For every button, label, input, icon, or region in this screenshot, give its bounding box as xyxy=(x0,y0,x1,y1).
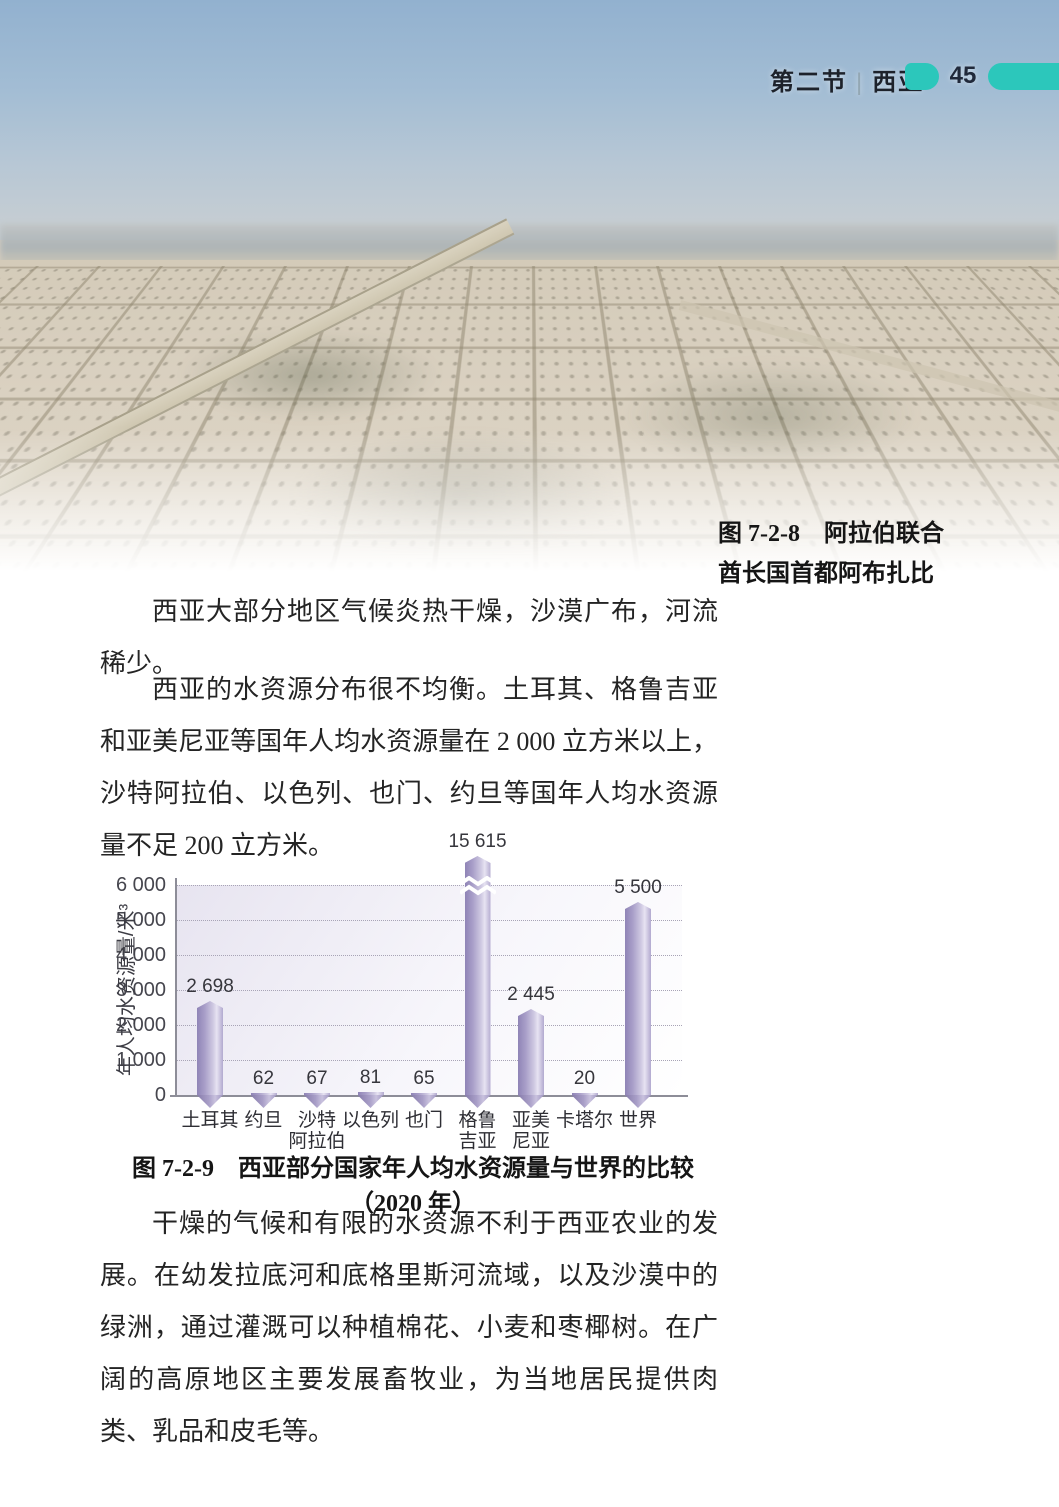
y-tick-label: 0 xyxy=(154,1084,166,1106)
bar-value-label: 2 445 xyxy=(507,984,555,1005)
figure-7-2-8-caption-line1: 图 7-2-8 阿拉伯联合 xyxy=(718,521,944,547)
bar xyxy=(571,1093,598,1095)
y-tick-label: 2 000 xyxy=(115,1014,166,1036)
header-title: 第二节 | 西亚 xyxy=(770,62,924,97)
bar-tip xyxy=(357,1095,384,1108)
bar-tip xyxy=(571,1095,598,1108)
x-axis-category-label: 卡塔尔 xyxy=(555,1110,613,1131)
bar-tip xyxy=(250,1095,277,1108)
bar-tip xyxy=(411,1095,437,1108)
bar-tip xyxy=(304,1095,330,1108)
bar-tip xyxy=(625,1095,651,1108)
y-tick-label: 6 000 xyxy=(115,874,166,896)
bar-tip xyxy=(197,1095,223,1108)
page-header: 第二节 | 西亚 45 xyxy=(0,60,1059,97)
header-accent-chip xyxy=(905,63,939,90)
x-axis-category-label: 约旦 xyxy=(244,1110,283,1131)
figure-7-2-9-caption: 图 7-2-9 西亚部分国家年人均水资源量与世界的比较（2020 年） xyxy=(132,1156,694,1217)
gridline xyxy=(175,920,682,921)
aerial-photo-abu-dhabi xyxy=(0,0,1059,592)
bar xyxy=(304,1093,330,1095)
figure-7-2-8-caption-line2: 酋长国首都阿布扎比 xyxy=(718,561,934,587)
header-accent-bar xyxy=(988,63,1059,90)
photo-bottom-fade xyxy=(0,427,1059,592)
gridline xyxy=(175,955,682,956)
gridline xyxy=(175,990,682,991)
x-axis-category-label: 以色列 xyxy=(341,1110,399,1131)
bar-value-label: 62 xyxy=(252,1068,275,1089)
gridline xyxy=(175,885,682,886)
x-axis-category-label: 世界 xyxy=(618,1110,657,1131)
x-axis-category-label: 沙特 阿拉伯 xyxy=(288,1110,346,1152)
bar-tip xyxy=(518,1095,544,1108)
bar-value-label: 5 500 xyxy=(614,877,662,898)
x-axis-category-label: 亚美 尼亚 xyxy=(511,1110,550,1152)
figure-7-2-8-caption: 图 7-2-8 阿拉伯联合 酋长国首都阿布扎比 xyxy=(718,514,944,594)
bar-value-label: 67 xyxy=(306,1068,328,1089)
photo-horizon-haze xyxy=(0,224,1059,266)
bar-value-label: 81 xyxy=(359,1067,382,1088)
bar xyxy=(625,902,651,1095)
bar xyxy=(464,856,491,1095)
gridline xyxy=(175,1060,682,1061)
y-tick-label: 1 000 xyxy=(115,1049,166,1071)
y-tick-label: 4 000 xyxy=(115,944,166,966)
paragraph-water-distribution: 西亚的水资源分布很不均衡。土耳其、格鲁吉亚和亚美尼亚等国年人均水资源量在 2 0… xyxy=(100,675,718,860)
water-resources-bar-chart: 0 1 000 2 000 3 000 4 000 5 000 6 000 年人均水资源量/米… xyxy=(100,831,740,1156)
bar xyxy=(411,1093,437,1095)
gridline xyxy=(175,1025,682,1026)
bar-value-label: 65 xyxy=(413,1068,435,1089)
y-axis-line xyxy=(175,878,177,1097)
page-number: 45 xyxy=(949,62,977,89)
x-axis-category-label: 格鲁 吉亚 xyxy=(458,1110,497,1152)
section-label: 第二节 xyxy=(770,69,848,96)
y-axis-label: 年人均水资源量/米³ xyxy=(116,903,138,1077)
y-tick-label: 3 000 xyxy=(115,979,166,1001)
bar-value-label: 2 698 xyxy=(186,976,234,997)
bar xyxy=(250,1093,277,1095)
photo-sky xyxy=(0,0,1059,240)
y-tick-label: 5 000 xyxy=(115,909,166,931)
paragraph-climate: 西亚大部分地区气候炎热干燥，沙漠广布，河流稀少。 xyxy=(100,597,718,678)
bar xyxy=(357,1092,384,1095)
paragraph-agriculture: 干燥的气候和有限的水资源不利于西亚农业的发展。在幼发拉底河和底格里斯河流域，以及… xyxy=(100,1209,718,1446)
x-axis-category-label: 土耳其 xyxy=(181,1110,239,1131)
bar-value-label: 20 xyxy=(573,1068,596,1089)
header-separator: | xyxy=(856,69,865,96)
bar-tip xyxy=(464,1095,491,1108)
bar xyxy=(197,1001,223,1095)
bar-value-label: 15 615 xyxy=(448,831,507,852)
bar xyxy=(518,1009,544,1095)
axis-break-icon xyxy=(458,875,497,896)
x-axis-category-label: 也门 xyxy=(404,1110,443,1131)
